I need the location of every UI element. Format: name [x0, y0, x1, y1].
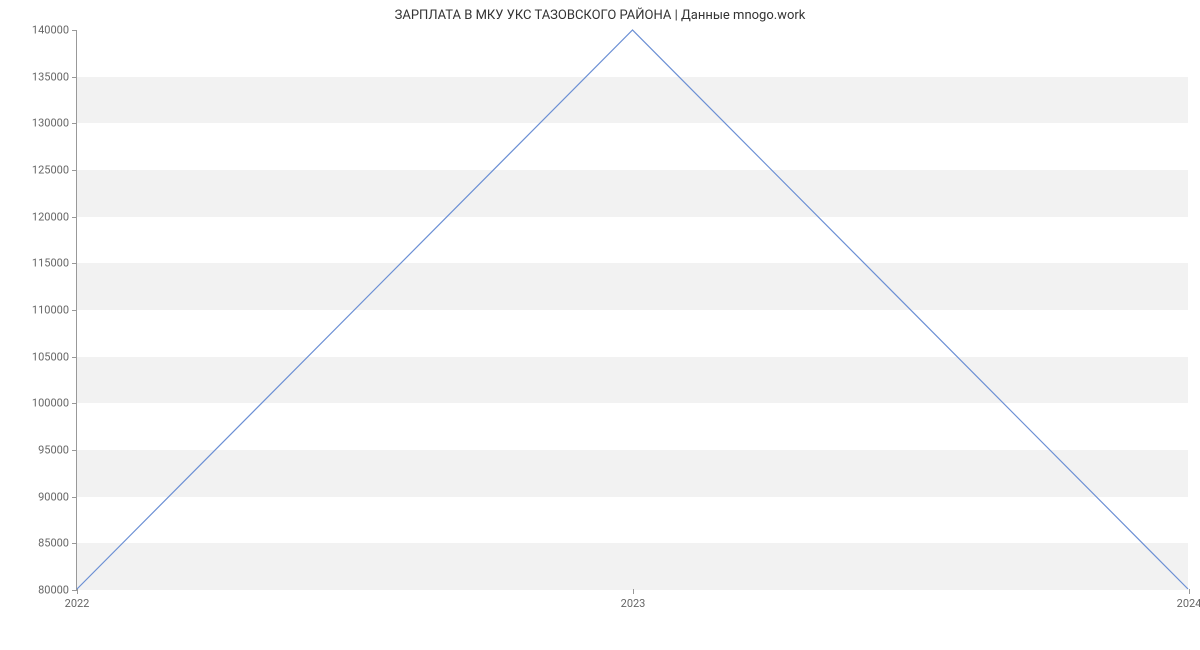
plot-area: 8000085000900009500010000010500011000011… [76, 30, 1188, 590]
y-tick-label: 130000 [32, 117, 77, 130]
y-tick-label: 110000 [32, 304, 77, 317]
x-tick-mark [77, 589, 78, 594]
y-tick-label: 135000 [32, 70, 77, 83]
y-tick-label: 120000 [32, 210, 77, 223]
y-tick-label: 115000 [32, 257, 77, 270]
y-tick-label: 100000 [32, 397, 77, 410]
salary-chart: ЗАРПЛАТА В МКУ УКС ТАЗОВСКОГО РАЙОНА | Д… [0, 0, 1200, 650]
y-tick-label: 125000 [32, 164, 77, 177]
series-line [77, 30, 1188, 589]
line-layer [77, 30, 1188, 589]
x-tick-mark [633, 589, 634, 594]
x-tick-mark [1189, 589, 1190, 594]
y-tick-label: 105000 [32, 350, 77, 363]
y-tick-label: 140000 [32, 24, 77, 37]
chart-title: ЗАРПЛАТА В МКУ УКС ТАЗОВСКОГО РАЙОНА | Д… [0, 8, 1200, 23]
